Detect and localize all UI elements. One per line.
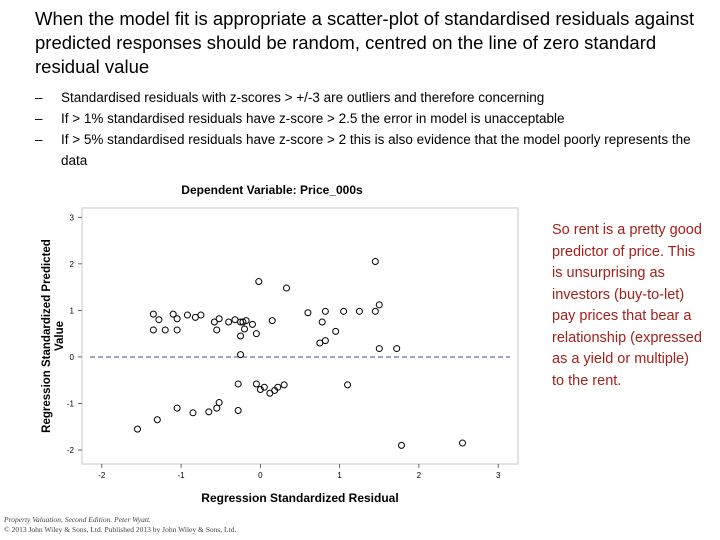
bullet-text: If > 1% standardised residuals have z-sc… [61, 111, 565, 126]
data-point [274, 383, 282, 391]
data-point [133, 425, 141, 433]
data-point [242, 317, 250, 325]
x-tick-label: 2 [417, 471, 422, 480]
data-point [215, 399, 223, 407]
data-point [239, 318, 247, 326]
slide-heading: When the model fit is appropriate a scat… [35, 8, 695, 77]
x-tick-label: -2 [98, 471, 106, 480]
data-point [459, 439, 467, 447]
source-caption: Property Valuation, Second Edition. Pete… [4, 515, 236, 535]
bullet-item: – If > 1% standardised residuals have z-s… [35, 108, 705, 129]
bullet-dash: – [35, 132, 43, 147]
data-point [213, 404, 221, 412]
data-point [149, 326, 157, 334]
data-point [355, 307, 363, 315]
data-point [375, 345, 383, 353]
caption-copyright: © 2013 John Wiley & Sons, Ltd. Published… [4, 525, 237, 534]
plot-frame [81, 207, 519, 465]
data-point [149, 310, 157, 318]
data-point [173, 326, 181, 334]
y-tick-label: -2 [67, 446, 75, 455]
y-tick-label: 0 [70, 353, 75, 362]
data-point [393, 345, 401, 353]
data-point [189, 409, 197, 417]
data-point [161, 326, 169, 334]
data-point [371, 307, 379, 315]
data-point [237, 351, 245, 359]
data-point [234, 380, 242, 388]
x-tick-label: 0 [258, 471, 263, 480]
bullet-item: – Standardised residuals with z-scores > … [35, 87, 705, 108]
data-point [153, 416, 161, 424]
bullet-item: – If > 5% standardised residuals have z-s… [35, 129, 705, 171]
data-point [256, 386, 264, 394]
side-note: So rent is a pretty good predictor of pr… [552, 222, 702, 389]
data-point [252, 330, 260, 338]
data-point [255, 278, 263, 286]
data-point [371, 258, 379, 266]
data-point [155, 316, 163, 324]
data-point [321, 307, 329, 315]
scatter-points [133, 258, 467, 449]
data-point [340, 307, 348, 315]
data-point [173, 315, 181, 323]
data-point [344, 381, 352, 389]
x-tick-label: 3 [496, 471, 501, 480]
y-tick-label: 2 [70, 260, 75, 269]
y-tick-label: -1 [67, 399, 75, 408]
data-point [318, 318, 326, 326]
x-axis: -2 -1 0 1 2 3 [98, 464, 501, 480]
data-point [283, 284, 291, 292]
x-tick-label: 1 [337, 471, 342, 480]
data-point [241, 325, 249, 333]
data-point [375, 301, 383, 309]
x-tick-label: -1 [178, 471, 186, 480]
bullet-list: – Standardised residuals with z-scores > … [35, 87, 705, 171]
y-axis: -2 -1 0 1 2 3 [67, 213, 82, 455]
y-tick-label: 1 [70, 306, 75, 315]
data-point [332, 327, 340, 335]
bullet-dash: – [35, 90, 43, 105]
data-point [213, 326, 221, 334]
data-point [321, 337, 329, 345]
data-point [280, 381, 288, 389]
data-point [215, 315, 223, 323]
bullet-text: If > 5% standardised residuals have z-sc… [61, 132, 691, 168]
data-point [169, 310, 177, 318]
data-point [183, 311, 191, 319]
data-point [252, 380, 260, 388]
y-tick-label: 3 [70, 213, 75, 222]
data-point [173, 404, 181, 412]
caption-title: Property Valuation, Second Edition. Pete… [4, 515, 151, 524]
data-point [205, 408, 213, 416]
bullet-dash: – [35, 111, 43, 126]
data-point [268, 317, 276, 325]
data-point [304, 309, 312, 317]
data-point [397, 441, 405, 449]
data-point [260, 383, 268, 391]
data-point [248, 320, 256, 328]
residual-scatter-plot: Dependent Variable: Price_000s -2-10123 … [41, 183, 519, 505]
y-axis-label: Regression Standardized PredictedValue [41, 239, 66, 433]
data-point [234, 406, 242, 414]
data-point [210, 318, 218, 326]
data-point [225, 318, 233, 326]
data-point [197, 311, 205, 319]
x-axis-label: Regression Standardized Residual [201, 491, 398, 505]
chart-title: Dependent Variable: Price_000s [181, 183, 363, 197]
bullet-text: Standardised residuals with z-scores > +… [61, 90, 545, 105]
data-point [237, 332, 245, 340]
